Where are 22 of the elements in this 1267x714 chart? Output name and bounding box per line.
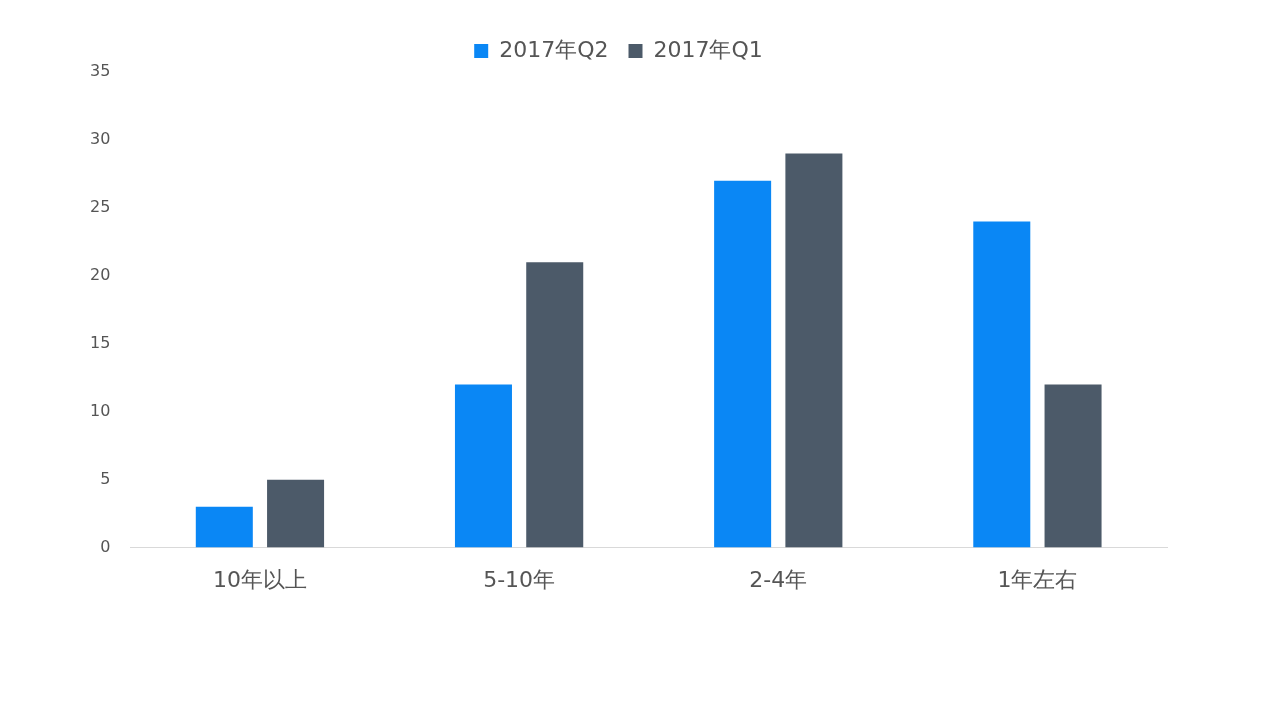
x-tick-label: 5-10年	[483, 566, 556, 592]
x-tick-label: 1年左右	[997, 566, 1078, 592]
y-tick-label: 20	[90, 264, 111, 284]
y-tick-label: 5	[100, 468, 111, 488]
x-tick-label: 2-4年	[749, 566, 808, 592]
legend-label: 2017年Q2	[499, 36, 609, 62]
y-tick-label: 0	[100, 536, 111, 556]
bar	[267, 479, 325, 548]
y-tick-label: 30	[90, 129, 111, 149]
bar	[714, 180, 772, 548]
legend-label: 2017年Q1	[653, 36, 763, 62]
x-tick-label: 10年以上	[212, 566, 307, 592]
bar	[1044, 384, 1102, 548]
y-tick-label: 15	[90, 332, 111, 352]
bar	[454, 384, 512, 548]
bar	[973, 221, 1031, 548]
bar	[195, 506, 253, 548]
bar	[526, 262, 584, 548]
bar	[785, 153, 843, 548]
y-tick-label: 10	[90, 400, 111, 420]
y-tick-label: 25	[90, 197, 111, 217]
y-tick-label: 35	[90, 61, 111, 81]
